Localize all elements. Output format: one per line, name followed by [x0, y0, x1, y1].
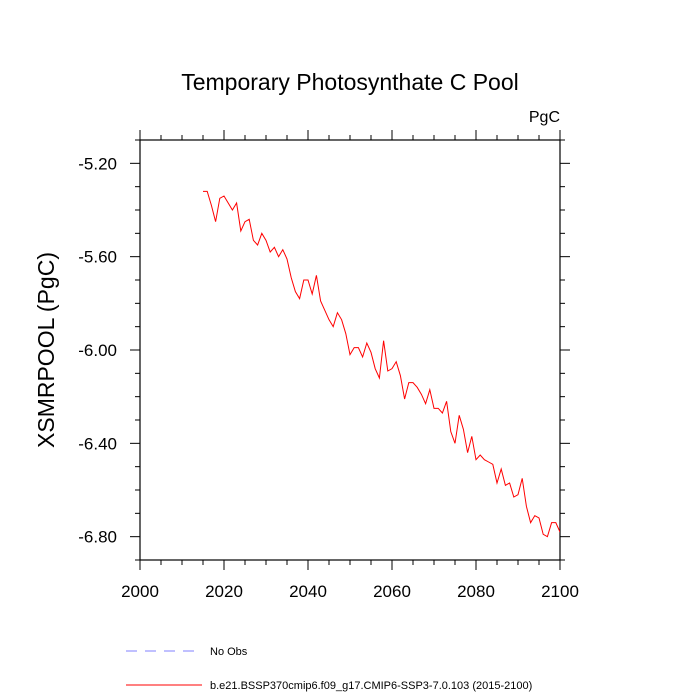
series-layer — [203, 190, 560, 538]
x-tick-label: 2000 — [121, 582, 159, 601]
x-tick-label: 2040 — [289, 582, 327, 601]
series-line-0 — [203, 190, 560, 538]
y-axis-label: XSMRPOOL (PgC) — [33, 252, 59, 448]
x-tick-label: 2020 — [205, 582, 243, 601]
x-tick-label: 2060 — [373, 582, 411, 601]
y-tick-label: -5.60 — [78, 248, 117, 267]
y-tick-label: -5.20 — [78, 154, 117, 173]
plot-frame — [139, 139, 561, 561]
y-tick-label: -6.00 — [78, 341, 117, 360]
y-axis: -5.20 -5.60 -6.00 -6.40 -6.80 — [78, 139, 570, 561]
legend: No Obs b.e21.BSSP370cmip6.f09_g17.CMIP6-… — [126, 646, 532, 692]
x-axis: 2000 2020 2040 2060 2080 2100 — [121, 130, 579, 601]
legend-series-label: b.e21.BSSP370cmip6.f09_g17.CMIP6-SSP3-7.… — [210, 680, 532, 692]
y-tick-label: -6.80 — [78, 528, 117, 547]
chart-title: Temporary Photosynthate C Pool — [181, 69, 519, 95]
y-tick-label: -6.40 — [78, 434, 117, 453]
units-label: PgC — [529, 109, 560, 126]
x-tick-label: 2100 — [541, 582, 579, 601]
x-tick-label: 2080 — [457, 582, 495, 601]
legend-obs-label: No Obs — [210, 646, 248, 658]
